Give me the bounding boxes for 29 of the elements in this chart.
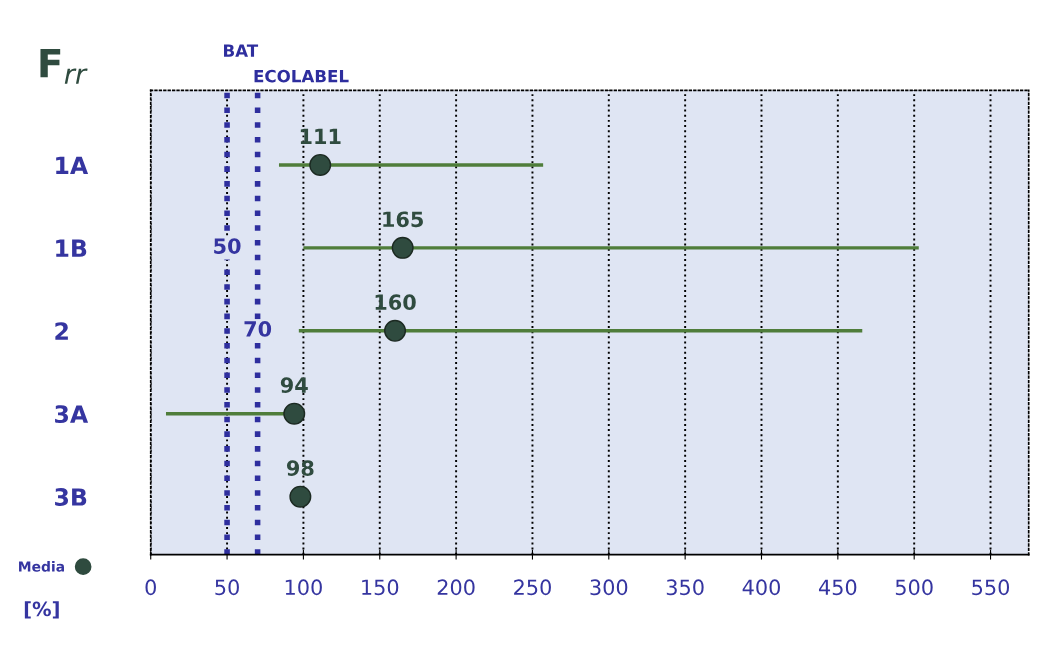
ref-line-label: ECOLABEL (254, 69, 349, 83)
x-tick-label: 500 (895, 579, 933, 596)
x-tick-label: 200 (437, 579, 475, 596)
x-tick-label: 250 (514, 579, 551, 596)
y-tick-label: 3B (55, 488, 87, 506)
x-tick-label: 100 (285, 579, 322, 596)
x-tick-label: 300 (590, 579, 628, 596)
data-label: 160 (375, 294, 416, 311)
data-label: 111 (300, 128, 341, 144)
x-tick-label: 350 (666, 579, 704, 596)
annotation: 70 (244, 321, 272, 337)
data-label: 94 (280, 377, 308, 394)
data-label: 98 (286, 460, 314, 476)
x-tick-label: 450 (818, 579, 857, 596)
x-tick-label: 150 (362, 579, 399, 596)
x-tick-label: 50 (215, 579, 239, 596)
data-label: 165 (383, 211, 423, 228)
annotation: 50 (214, 238, 241, 254)
y-tick-label: 1B (56, 239, 87, 257)
ref-line-label: BAT (224, 44, 259, 57)
x-tick-label: 0 (145, 579, 156, 596)
x-tick-label: 400 (742, 579, 780, 596)
legend-label: Media (19, 561, 64, 572)
y-tick-label: 2 (55, 322, 68, 340)
x-axis-title: [%] (24, 601, 59, 619)
chart-title: F$_{rr}$ (40, 49, 88, 84)
y-tick-label: 3A (55, 405, 89, 424)
y-tick-label: 1A (56, 156, 89, 174)
x-tick-label: 550 (972, 579, 1010, 596)
